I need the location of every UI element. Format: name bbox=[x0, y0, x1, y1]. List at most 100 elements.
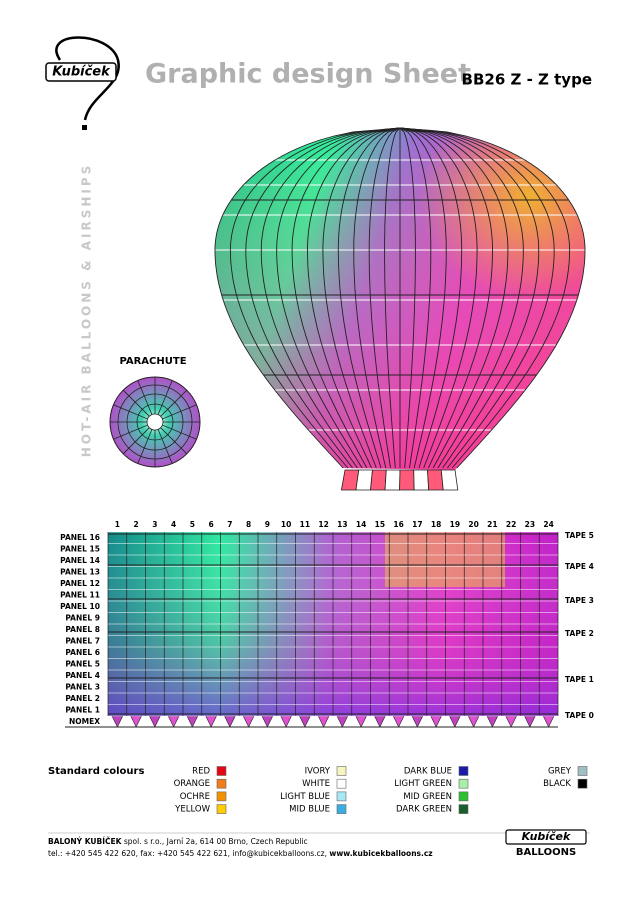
row-label: PANEL 5 bbox=[65, 659, 100, 668]
row-label: PANEL 14 bbox=[60, 556, 100, 565]
row-label: PANEL 3 bbox=[65, 682, 100, 691]
colour-name: BLACK bbox=[543, 779, 571, 789]
gore-line bbox=[353, 127, 401, 469]
row-label: PANEL 15 bbox=[60, 544, 100, 553]
column-label: 12 bbox=[318, 520, 328, 529]
gore-line bbox=[399, 127, 463, 469]
colour-name: MID GREEN bbox=[403, 792, 452, 802]
parachute-spoke bbox=[122, 389, 150, 417]
column-label: 2 bbox=[134, 520, 139, 529]
grid-accent bbox=[385, 532, 505, 587]
gore-line bbox=[399, 127, 540, 469]
row-label: PANEL 8 bbox=[65, 625, 100, 634]
column-label: 23 bbox=[525, 520, 535, 529]
address: spol. s r.o., Jarní 2a, 614 00 Brno, Cze… bbox=[121, 837, 307, 846]
skirt bbox=[384, 469, 401, 491]
column-label: 20 bbox=[468, 520, 478, 529]
colour-name: LIGHT BLUE bbox=[280, 792, 330, 802]
parachute-label: PARACHUTE bbox=[119, 356, 186, 367]
nomex-tab bbox=[505, 715, 517, 728]
side-text: HOT-AIR BALLOONS & AIRSHIPS bbox=[80, 163, 94, 458]
tape-label: TAPE 3 bbox=[565, 596, 594, 605]
parachute-spoke bbox=[122, 427, 150, 455]
nomex-tab bbox=[336, 715, 349, 728]
gore-line bbox=[399, 127, 416, 469]
gore-line bbox=[399, 127, 432, 469]
parachute-spoke bbox=[137, 380, 153, 415]
nomex-tab bbox=[111, 715, 124, 728]
nomex-tab bbox=[261, 715, 274, 728]
colour-swatch bbox=[336, 766, 347, 776]
gore-line bbox=[307, 127, 401, 469]
colour-swatch bbox=[577, 766, 588, 776]
column-label: 19 bbox=[450, 520, 460, 529]
column-label: 4 bbox=[171, 520, 176, 529]
nomex-tab bbox=[486, 715, 499, 728]
footer-logo: Kubíček bbox=[522, 830, 571, 843]
row-label: NOMEX bbox=[69, 717, 100, 726]
nomex-tab bbox=[317, 715, 330, 728]
skirt bbox=[370, 469, 387, 491]
tape-label: TAPE 0 bbox=[565, 711, 594, 720]
nomex-tab bbox=[411, 715, 424, 728]
nomex-tab bbox=[205, 715, 217, 728]
colour-name: DARK BLUE bbox=[404, 767, 452, 777]
colour-swatch bbox=[336, 804, 347, 814]
nomex-tab bbox=[374, 715, 386, 728]
parachute-spoke bbox=[160, 389, 188, 417]
nomex-tab bbox=[242, 715, 255, 728]
parachute-spoke bbox=[113, 424, 148, 440]
colour-swatch bbox=[458, 766, 469, 776]
colour-name: MID BLUE bbox=[289, 805, 330, 815]
column-label: 24 bbox=[543, 520, 553, 529]
nomex-tab bbox=[186, 715, 199, 728]
gore-line bbox=[291, 127, 401, 469]
nomex-tab bbox=[524, 715, 536, 728]
colour-name: DARK GREEN bbox=[396, 805, 452, 815]
gore-line bbox=[260, 127, 401, 469]
gore-line bbox=[399, 127, 478, 469]
column-label: 14 bbox=[356, 520, 366, 529]
nomex-tab bbox=[224, 715, 236, 728]
parachute-spoke bbox=[162, 424, 197, 440]
column-label: 8 bbox=[246, 520, 251, 529]
footer-address: BALONÝ KUBÍČEK spol. s r.o., Jarní 2a, 6… bbox=[48, 837, 308, 846]
logo-swirl bbox=[55, 36, 120, 121]
nomex-tab bbox=[467, 715, 480, 728]
colour-swatch bbox=[336, 778, 347, 789]
column-label: 16 bbox=[393, 520, 403, 529]
gore-line bbox=[399, 127, 555, 469]
column-label: 17 bbox=[412, 520, 422, 529]
footer-contact: tel.: +420 545 422 620, fax: +420 545 42… bbox=[48, 849, 433, 858]
gore-line bbox=[245, 127, 401, 469]
colour-name: ORANGE bbox=[174, 779, 210, 789]
colours-title: Standard colours bbox=[48, 766, 144, 777]
footer-logo-box bbox=[505, 829, 587, 845]
gore-line bbox=[384, 127, 401, 469]
tape-label: TAPE 5 bbox=[565, 531, 594, 540]
colour-swatch bbox=[458, 804, 469, 814]
colour-swatch bbox=[458, 778, 469, 789]
gore-line bbox=[399, 127, 493, 469]
logo-dot bbox=[82, 125, 87, 130]
nomex-tab bbox=[130, 715, 142, 728]
row-label: PANEL 10 bbox=[60, 602, 100, 611]
parachute-spoke bbox=[113, 404, 148, 420]
colour-name: OCHRE bbox=[180, 792, 210, 802]
balloon bbox=[214, 127, 586, 491]
colour-swatch bbox=[216, 791, 227, 802]
column-label: 1 bbox=[115, 520, 120, 529]
panel-grid: 1 2 3 4 5 6 7 8 9 10 11 12 13 14 15 16 17 18 19 20 21 22 23 24P… bbox=[60, 520, 594, 728]
gore-line bbox=[276, 127, 401, 469]
nomex-tab bbox=[392, 715, 405, 728]
skirt bbox=[413, 469, 430, 491]
nomex-tab bbox=[542, 715, 555, 728]
colour-name: IVORY bbox=[305, 767, 331, 777]
colour-swatch bbox=[216, 778, 227, 789]
row-label: PANEL 1 bbox=[65, 705, 100, 714]
tape-label: TAPE 4 bbox=[565, 562, 594, 571]
parachute-spoke bbox=[137, 429, 153, 464]
gore-line bbox=[229, 127, 401, 469]
column-label: 13 bbox=[337, 520, 347, 529]
